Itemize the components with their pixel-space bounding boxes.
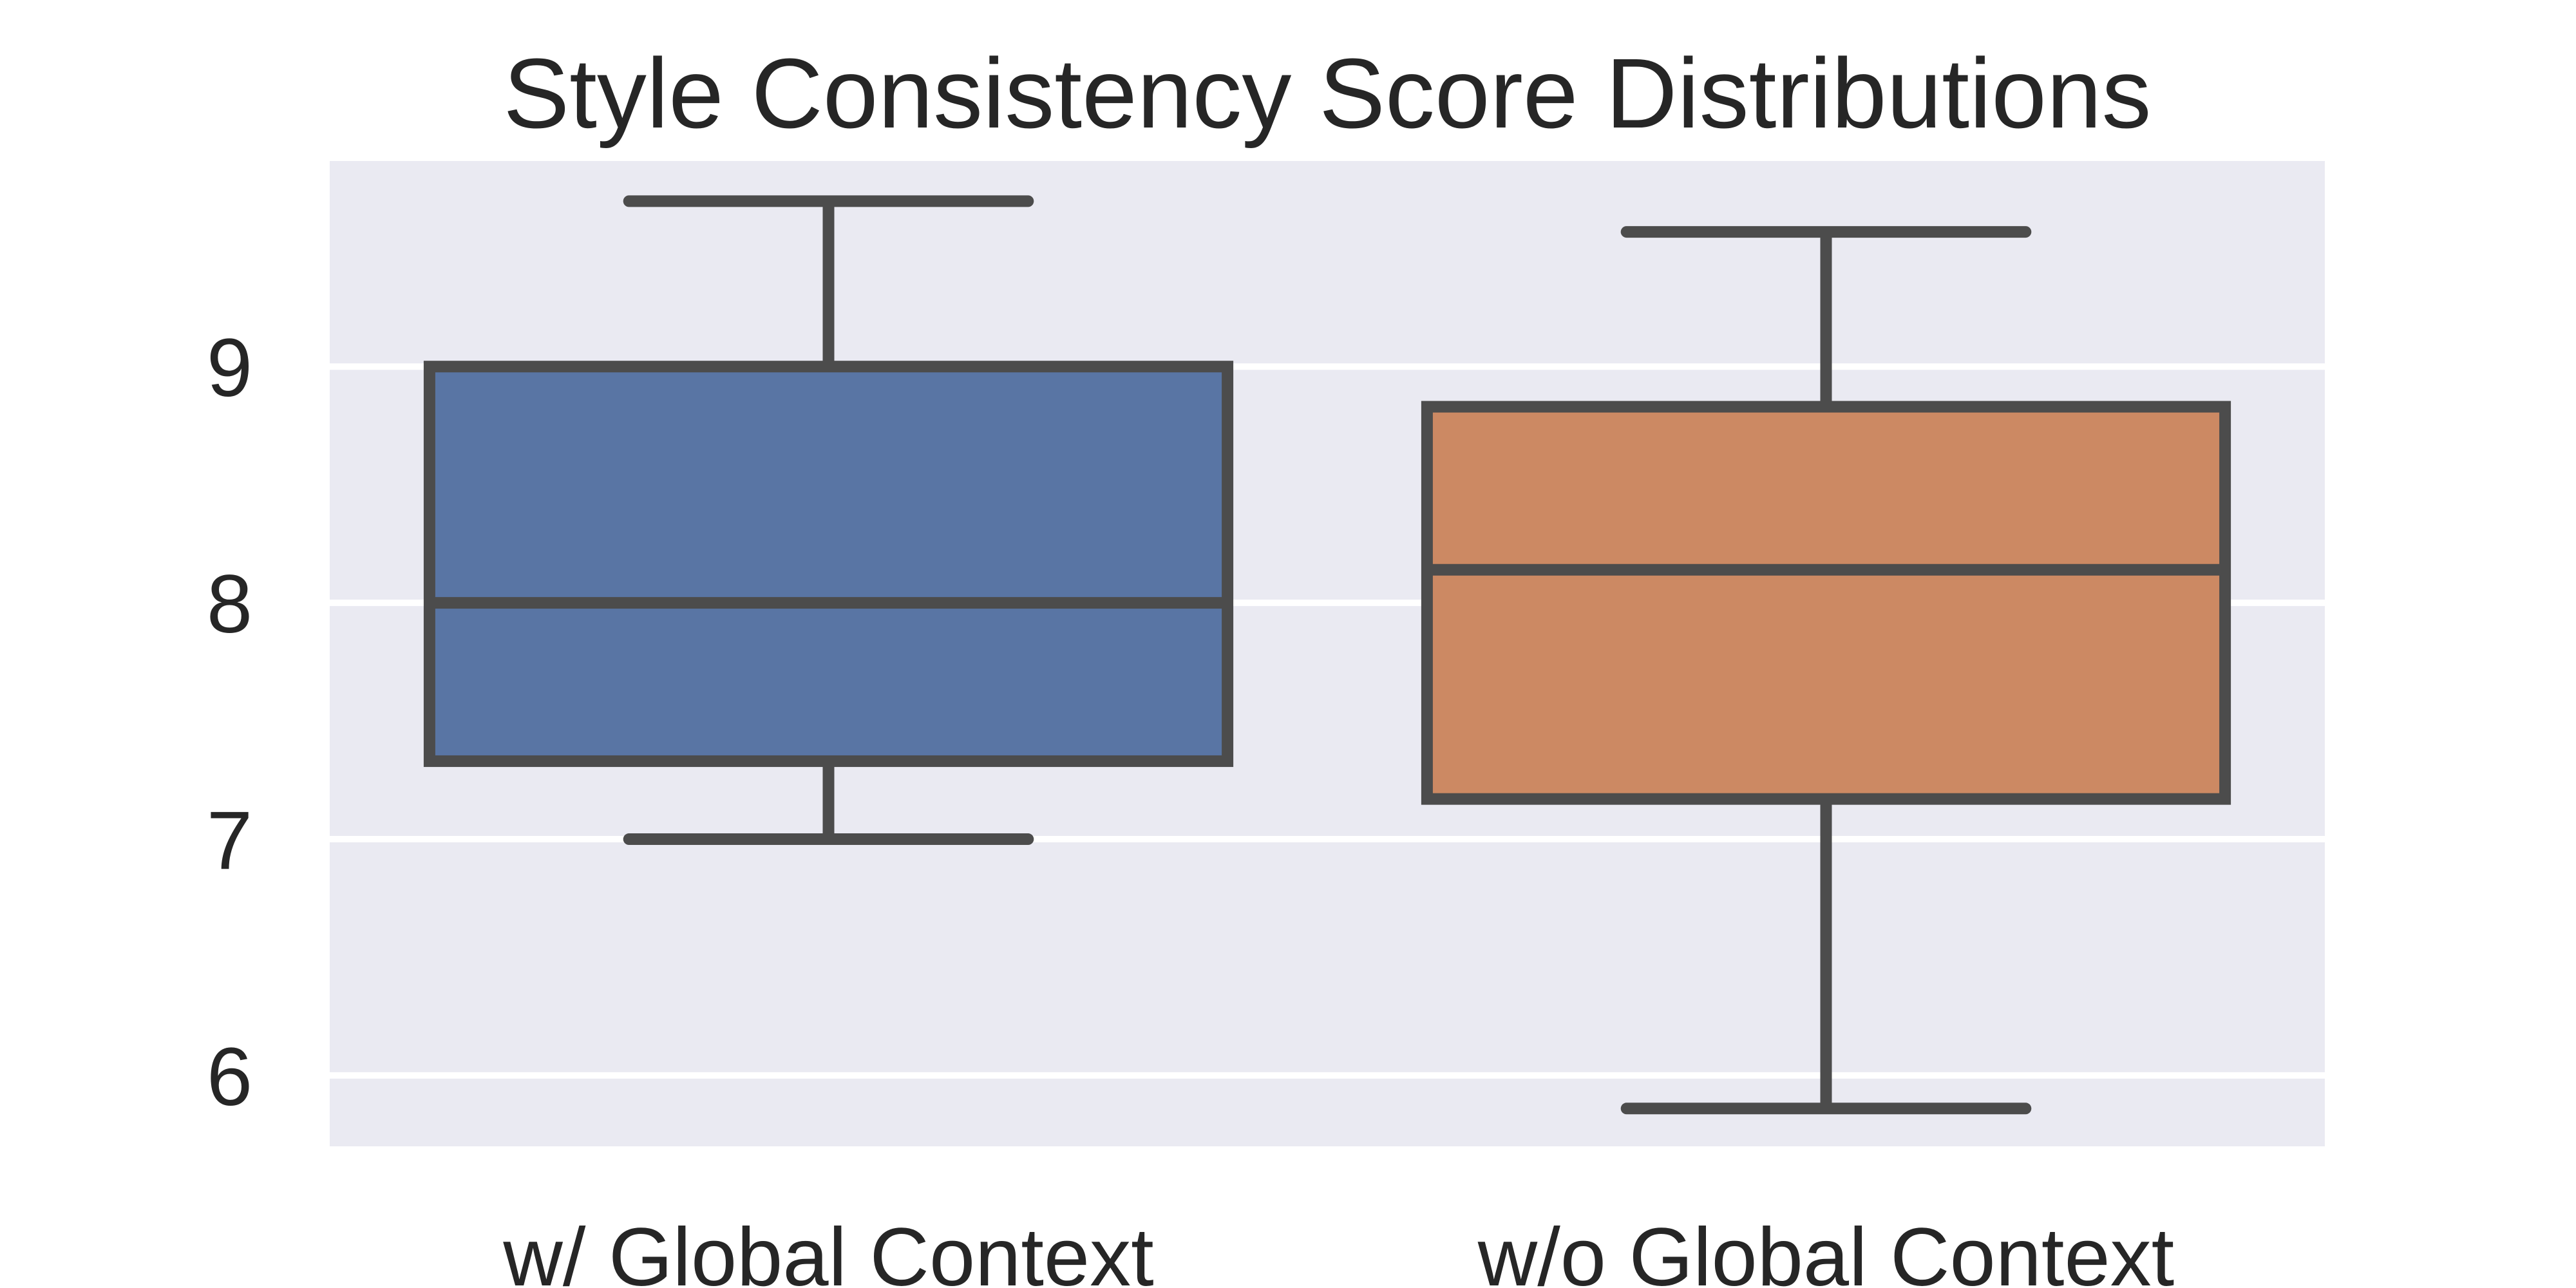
box-iqr (1421, 401, 2231, 805)
box-group (423, 195, 1234, 846)
box-iqr (423, 361, 1234, 767)
x-tick-label: w/ Global Context (502, 1211, 1153, 1288)
y-tick-label: 9 (207, 322, 252, 414)
box-group (1421, 226, 2231, 1115)
y-tick-labels: 6 7 8 9 (207, 322, 252, 1123)
y-tick-label: 7 (207, 795, 252, 887)
x-tick-label: w/o Global Context (1477, 1211, 2174, 1288)
y-tick-label: 6 (207, 1031, 252, 1123)
x-tick-labels: w/ Global Context w/o Global Context (502, 1211, 2174, 1288)
chart-title: Style Consistency Score Distributions (503, 38, 2151, 149)
y-tick-label: 8 (207, 558, 252, 650)
boxes (423, 195, 2231, 1115)
